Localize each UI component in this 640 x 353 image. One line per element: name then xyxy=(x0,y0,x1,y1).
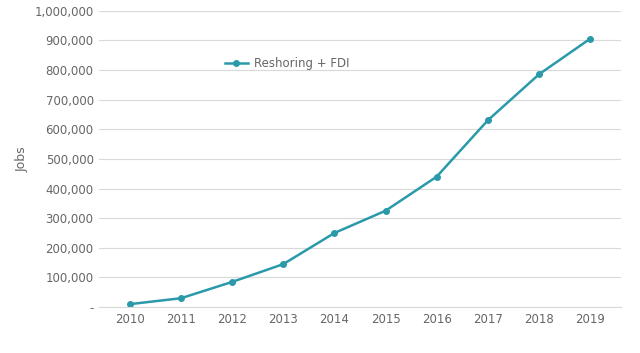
Reshoring + FDI xyxy=(228,280,236,284)
Reshoring + FDI xyxy=(484,118,492,122)
Line: Reshoring + FDI: Reshoring + FDI xyxy=(127,36,593,307)
Y-axis label: Jobs: Jobs xyxy=(16,146,29,172)
Reshoring + FDI xyxy=(586,37,594,41)
Reshoring + FDI xyxy=(433,174,440,179)
Reshoring + FDI xyxy=(280,262,287,266)
Reshoring + FDI xyxy=(126,302,134,306)
Reshoring + FDI xyxy=(331,231,339,235)
Reshoring + FDI xyxy=(177,296,185,300)
Reshoring + FDI xyxy=(381,209,389,213)
Legend: Reshoring + FDI: Reshoring + FDI xyxy=(220,52,355,74)
Reshoring + FDI xyxy=(535,72,543,77)
